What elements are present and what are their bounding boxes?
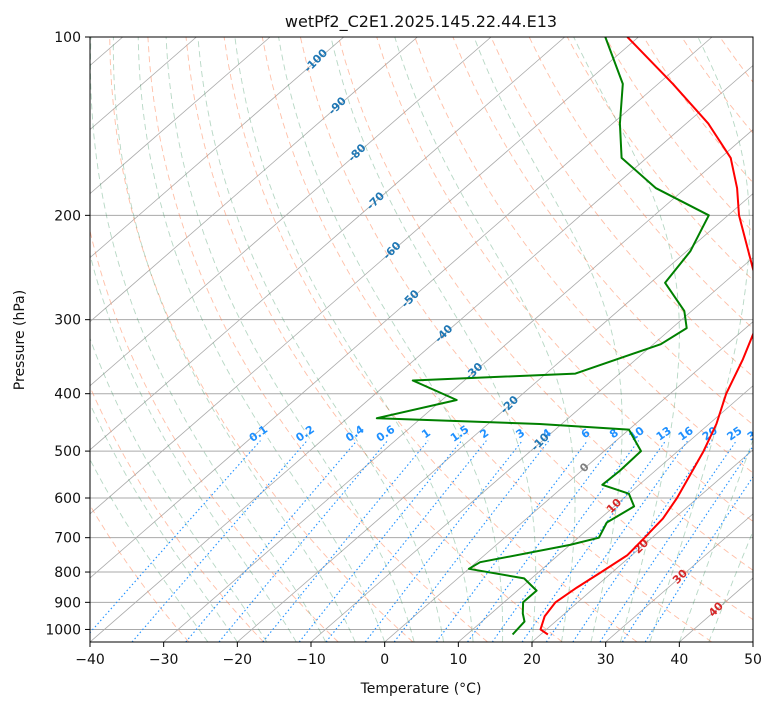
isotherm-line [458,385,753,642]
isotherm-line [90,37,345,259]
y-tick-label: 800 [54,565,81,581]
dry-adiabat-line [452,37,753,426]
moist-adiabat-line [473,37,623,642]
chart-title: wetPf2_C2E1.2025.145.22.44.E13 [285,12,557,32]
x-tick-label: 20 [523,652,541,668]
profile-lines [375,37,753,636]
moist-adiabat-line [165,37,415,642]
isotherm-line [90,37,418,323]
isotherm-line [163,129,753,642]
isotherm-line [384,321,753,642]
x-tick-label: 10 [449,652,467,668]
x-tick-label: −40 [75,652,105,668]
moist-adiabat-line [90,37,327,642]
mixing-ratio-line [298,440,463,642]
moist-adiabat-line [234,37,474,642]
temperature-line [539,37,753,636]
dry-adiabat-line [90,504,190,642]
isotherm-line [90,37,492,387]
dry-adiabat-line [147,37,488,642]
moist-adiabat-line [90,252,297,642]
dry-adiabat-line [414,37,753,474]
y-tick-label: 300 [54,313,81,329]
isotherm-line [90,37,271,195]
moist-adiabat-line [112,37,356,642]
moist-adiabat-line [90,337,268,642]
mixing-ratio-line [262,440,429,642]
isotherm-line [605,513,753,642]
dewpoint-line [375,37,710,636]
isotherm-line [90,64,753,642]
dry-adiabat-line [376,37,753,522]
dry-adiabat-line [261,37,712,642]
isotherm-line [90,37,713,579]
x-tick-label: −10 [296,652,326,668]
x-tick-label: −30 [149,652,179,668]
dry-adiabat-line [90,228,339,642]
moist-adiabat-line [90,402,238,642]
x-tick-label: −20 [223,652,253,668]
moist-adiabat-line [649,37,750,642]
moist-adiabat-line [394,37,576,642]
y-axis-label: Pressure (hPa) [12,290,28,390]
y-tick-label: 700 [54,531,81,547]
x-tick-label: 50 [744,652,762,668]
moist-adiabat-line [573,37,680,642]
isotherm-line [237,193,753,642]
moist-adiabat-line [678,438,753,642]
mixing-ratio-line [90,440,261,634]
dry-adiabat-line [338,37,753,571]
mixing-ratio-line [599,440,737,642]
y-tick-label: 100 [54,30,81,46]
dry-adiabat-line [299,37,753,621]
y-tick-label: 600 [54,491,81,507]
y-tick-label: 500 [54,444,81,460]
y-tick-label: 200 [54,208,81,224]
y-tick-label: 1000 [45,622,81,638]
dry-adiabat-line [109,37,414,642]
moist-adiabat-line [197,37,445,642]
x-axis-label: Temperature (°C) [360,681,482,697]
moist-adiabat-line [90,458,209,642]
mixing-ratio-line [364,440,523,642]
y-tick-label: 900 [54,595,81,611]
mixing-ratio-line [131,440,308,642]
dry-adiabat-line [223,37,638,642]
background-grid [90,37,753,642]
mixing-ratio-line [467,440,617,642]
mixing-ratio-line [621,445,753,642]
mixing-ratio-line [491,440,640,642]
y-tick-label: 400 [54,387,81,403]
mixing-ratio-line [435,440,589,642]
isotherm-line [90,37,566,451]
moist-adiabat-line [278,37,504,642]
isotherm-line [531,449,753,642]
x-tick-label: 40 [670,652,688,668]
mixing-ratio-line [545,440,689,642]
x-tick-label: 0 [380,652,389,668]
mixing-ratio-line [644,475,753,642]
mixing-ratio-line [572,440,713,642]
isotherm-line [90,37,639,515]
moist-adiabat-line [708,530,753,642]
dry-adiabat-line [490,37,753,378]
plot-frame [89,36,754,643]
x-tick-label: 30 [597,652,615,668]
mixing-ratio-label: 30 [745,424,765,444]
moist-adiabat-line [330,37,537,642]
dry-adiabat-line [528,37,753,330]
moist-adiabat-line [137,37,386,642]
